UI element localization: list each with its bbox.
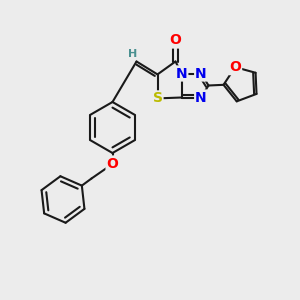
Text: H: H	[128, 49, 137, 59]
Text: O: O	[169, 34, 181, 47]
Text: N: N	[195, 67, 207, 80]
Text: S: S	[152, 92, 163, 105]
Text: O: O	[229, 60, 241, 74]
Text: O: O	[106, 157, 119, 170]
Text: N: N	[176, 67, 187, 80]
Text: N: N	[195, 91, 207, 104]
